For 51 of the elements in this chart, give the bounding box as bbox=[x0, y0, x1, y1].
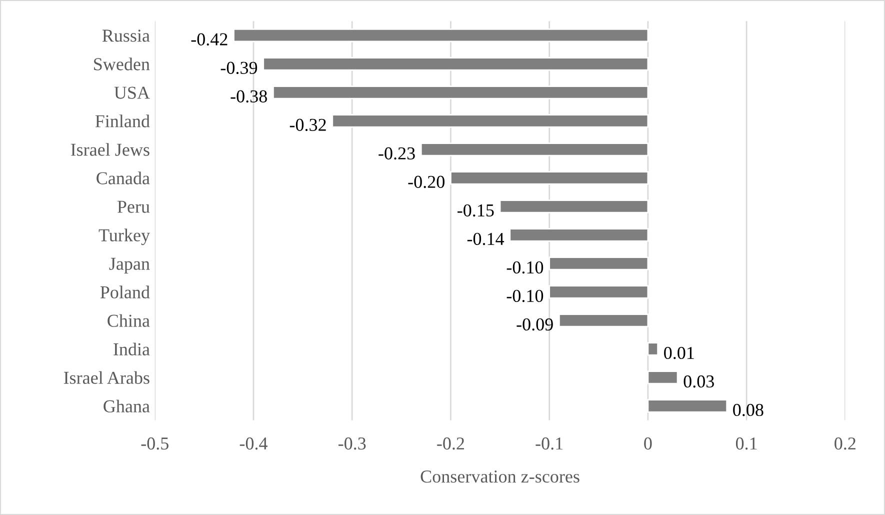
data-label: -0.20 bbox=[408, 176, 444, 188]
bar bbox=[332, 114, 649, 128]
data-label: 0.01 bbox=[664, 346, 694, 360]
x-tick-label: -0.4 bbox=[240, 437, 268, 450]
bar bbox=[647, 370, 678, 384]
data-label: -0.10 bbox=[506, 261, 544, 274]
x-tick-label: -0.3 bbox=[338, 437, 366, 450]
bar bbox=[509, 228, 649, 242]
x-tick-label: 0.2 bbox=[834, 437, 856, 450]
x-tick-label: -0.5 bbox=[141, 437, 168, 450]
bar bbox=[262, 57, 649, 71]
y-tick-label: Israel Arabs bbox=[64, 371, 150, 384]
data-label: -0.14 bbox=[467, 232, 504, 246]
y-tick-label: India bbox=[114, 342, 150, 356]
data-label: -0.38 bbox=[230, 90, 267, 103]
y-tick-label: Israel Jews bbox=[70, 143, 150, 156]
data-label: -0.10 bbox=[506, 290, 544, 302]
y-tick-label: Japan bbox=[109, 258, 150, 274]
data-label: 0.03 bbox=[684, 375, 714, 388]
bar bbox=[233, 28, 649, 42]
y-tick-label: Ghana bbox=[104, 400, 150, 412]
x-tick-label: 0.1 bbox=[736, 437, 757, 450]
data-label: -0.42 bbox=[191, 33, 228, 46]
data-label: -0.09 bbox=[516, 318, 553, 331]
bar bbox=[272, 86, 649, 100]
y-tick-label: Poland bbox=[100, 286, 150, 298]
bar bbox=[647, 399, 728, 413]
y-tick-label: Sweden bbox=[94, 58, 150, 70]
y-tick-label: Russia bbox=[102, 30, 150, 42]
data-label: -0.32 bbox=[290, 118, 326, 132]
y-tick-label: China bbox=[108, 314, 150, 327]
x-tick-label: -0.2 bbox=[437, 437, 464, 450]
data-label: -0.23 bbox=[378, 147, 415, 160]
bar bbox=[548, 285, 649, 299]
y-tick-label: USA bbox=[114, 86, 150, 99]
bar bbox=[420, 142, 649, 156]
y-tick-label: Peru bbox=[117, 200, 150, 213]
data-label: 0.08 bbox=[733, 404, 764, 416]
bar bbox=[647, 342, 659, 356]
bar bbox=[548, 256, 649, 270]
bar bbox=[499, 200, 649, 214]
bar bbox=[450, 171, 649, 185]
x-axis-title: Conservation z-scores bbox=[420, 470, 580, 483]
bar bbox=[558, 314, 649, 328]
x-tick-label: -0.1 bbox=[536, 437, 563, 450]
y-tick-label: Turkey bbox=[98, 228, 150, 246]
y-tick-label: Canada bbox=[96, 172, 150, 184]
data-label: -0.15 bbox=[458, 204, 494, 217]
data-label: -0.39 bbox=[220, 62, 258, 74]
y-tick-label: Finland bbox=[95, 114, 150, 128]
x-tick-label: 0 bbox=[644, 437, 652, 450]
